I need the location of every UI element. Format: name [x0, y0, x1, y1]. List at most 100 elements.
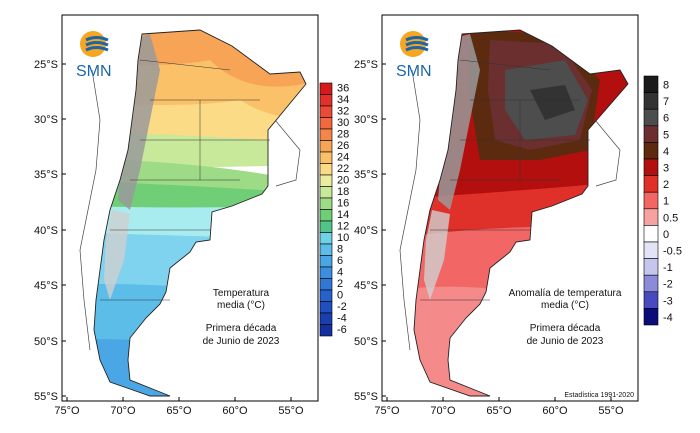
left-lat-labels: 25°S 30°S 35°S 40°S 45°S 50°S 55°S [34, 59, 66, 403]
left-lat-label: 40°S [34, 225, 58, 237]
left-legend-swatch [319, 105, 333, 118]
right-legend-label: -0.5 [663, 245, 682, 257]
right-lon-label: 55°O [598, 405, 624, 417]
right-lon-label: 65°O [486, 405, 512, 417]
right-legend-label: 1 [663, 196, 669, 208]
left-lat-label: 45°S [34, 280, 58, 292]
right-legend-label: -2 [663, 279, 673, 291]
left-lon-label: 65°O [166, 405, 192, 417]
right-legend-swatch [643, 125, 659, 143]
left-legend-label: -6 [337, 324, 347, 336]
right-subtitle-line2: de Junio de 2023 [527, 336, 604, 347]
left-legend-swatch [319, 82, 333, 95]
left-legend-swatch [319, 243, 333, 256]
left-legend-swatch [319, 301, 333, 314]
left-legend-label: -2 [337, 301, 347, 313]
left-subtitle-line2: de Junio de 2023 [203, 336, 280, 347]
left-uruguay-outline [274, 119, 301, 187]
left-lat-label: 50°S [34, 336, 58, 348]
right-title-line1: Anomalía de temperatura [509, 288, 622, 299]
right-lat-label: 50°S [354, 336, 378, 348]
left-province-borders [100, 59, 270, 301]
left-legend-label: 10 [337, 232, 349, 244]
left-map: SMN 25°S 30°S 35°S 40°S 45°S 50°S 55°S 75°O 70°… [34, 14, 349, 417]
right-smn-logo: SMN [396, 31, 432, 80]
left-legend-label: 28 [337, 129, 349, 141]
right-legend: 8 7 6 5 4 3 2 1 0.5 0 -0.5 -1 -2 -3 -4 [643, 75, 682, 326]
right-lat-label: 55°S [354, 391, 378, 403]
left-title-line1: Temperatura [213, 288, 270, 299]
left-legend-label: 0 [337, 290, 343, 302]
left-legend-label: 22 [337, 163, 349, 175]
left-legend-swatch [319, 186, 333, 199]
right-legend-label: 0.5 [663, 212, 678, 224]
right-title-line2: media (°C) [541, 300, 589, 311]
right-legend-label: 0 [663, 229, 669, 241]
left-legend-swatch [319, 266, 333, 279]
left-legend-swatch [319, 128, 333, 141]
left-lon-label: 55°O [278, 405, 304, 417]
right-legend-label: 7 [663, 96, 669, 108]
right-legend-label: 6 [663, 113, 669, 125]
right-legend-swatch [643, 175, 659, 193]
right-uruguay-outline [594, 119, 621, 187]
right-legend-swatch [643, 241, 659, 259]
right-legend-swatch [643, 142, 659, 160]
right-legend-swatch [643, 75, 659, 93]
left-legend-label: 16 [337, 198, 349, 210]
right-lon-label: 60°O [542, 405, 568, 417]
left-legend-swatch [319, 278, 333, 291]
right-legend-swatch [643, 291, 659, 309]
right-band-7 [530, 85, 575, 120]
right-legend-swatch [643, 191, 659, 210]
left-lat-label: 35°S [34, 169, 58, 181]
right-legend-swatch [643, 225, 659, 243]
right-lat-label: 40°S [354, 225, 378, 237]
left-legend-label: 36 [337, 83, 349, 95]
right-legend-label: -4 [663, 312, 673, 324]
left-lat-label: 30°S [34, 114, 58, 126]
left-smn-logo: SMN [76, 31, 112, 80]
left-legend-swatch [319, 94, 333, 107]
right-legend-label: 3 [663, 162, 669, 174]
left-legend-label: 26 [337, 140, 349, 152]
right-legend-swatch [643, 208, 659, 226]
left-argentina-outline [93, 29, 307, 397]
right-legend-swatch [643, 308, 659, 326]
left-legend-label: 2 [337, 278, 343, 290]
left-legend-swatch [319, 220, 333, 233]
right-province-borders [420, 59, 590, 301]
left-legend-label: 12 [337, 221, 349, 233]
left-lon-label: 70°O [110, 405, 136, 417]
right-lat-label: 45°S [354, 280, 378, 292]
left-legend-swatch [319, 232, 333, 245]
left-lon-label: 75°O [54, 405, 80, 417]
right-lat-labels: 25°S 30°S 35°S 40°S 45°S 50°S 55°S [354, 59, 386, 403]
left-legend-label: 14 [337, 209, 349, 221]
left-legend-label: 24 [337, 152, 349, 164]
right-legend-swatch [643, 108, 659, 127]
right-legend-swatch [643, 258, 659, 276]
left-chile-coast [79, 69, 101, 351]
left-lon-labels: 75°O 70°O 65°O 60°O 55°O [54, 397, 304, 417]
left-legend-label: 8 [337, 244, 343, 256]
right-logo-waves-icon [405, 36, 429, 52]
right-lon-labels: 75°O 70°O 65°O 60°O 55°O [374, 397, 624, 417]
left-logo-waves-icon [85, 36, 109, 52]
right-legend-label: 8 [663, 79, 669, 91]
right-legend-label: -3 [663, 295, 673, 307]
left-lat-label: 55°S [34, 391, 58, 403]
right-chile-coast [399, 69, 421, 351]
left-legend-label: -4 [337, 313, 347, 325]
left-legend-swatch [319, 324, 333, 337]
left-logo-text: SMN [76, 63, 112, 80]
left-legend-label: 18 [337, 186, 349, 198]
left-lon-label: 60°O [222, 405, 248, 417]
right-map: SMN 25°S 30°S 35°S 40°S 45°S 50°S 55°S 75°O 70°… [354, 14, 682, 417]
left-legend-swatch [319, 117, 333, 130]
left-andes-south [104, 210, 130, 300]
left-legend-swatch [319, 197, 333, 210]
